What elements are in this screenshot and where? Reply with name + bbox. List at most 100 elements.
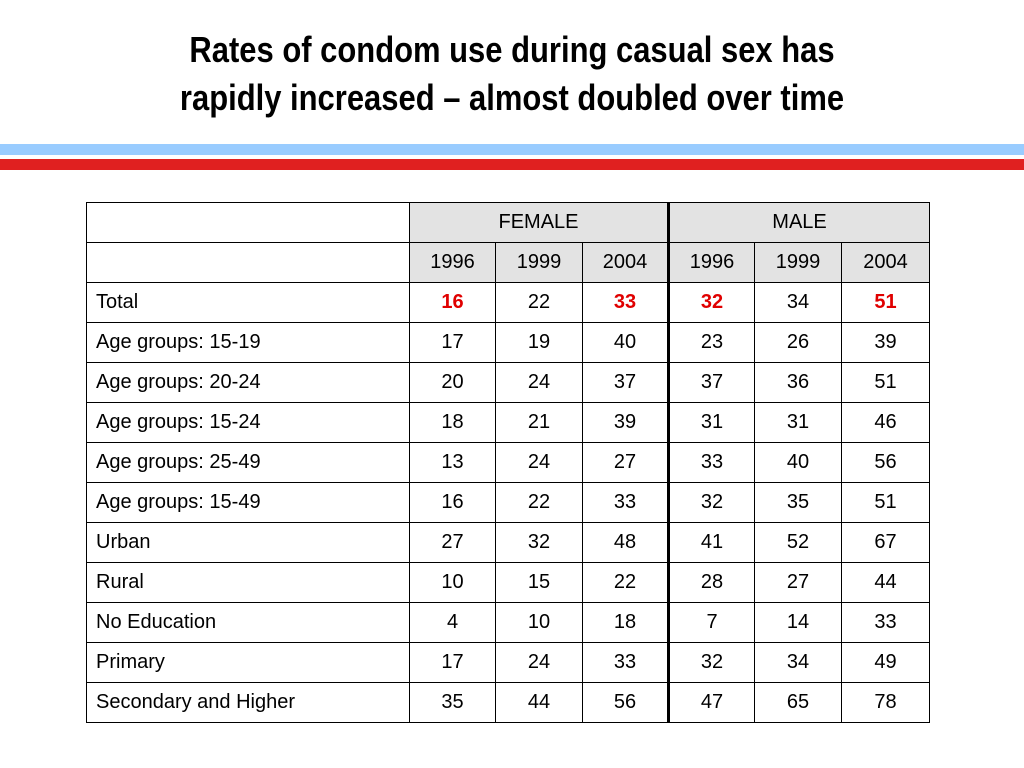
row-label: Rural xyxy=(86,562,410,603)
value-cell: 24 xyxy=(495,642,583,683)
row-label: Age groups: 25-49 xyxy=(86,442,410,483)
value-cell: 17 xyxy=(409,642,496,683)
table-row: Urban 27 32 48 41 52 67 xyxy=(86,522,931,563)
value-cell: 44 xyxy=(840,562,931,603)
value-cell: 22 xyxy=(495,282,583,323)
value-cell: 41 xyxy=(668,522,755,563)
value-cell: 37 xyxy=(582,362,670,403)
slide-title-line-2: rapidly increased – almost doubled over … xyxy=(179,77,845,118)
value-cell: 32 xyxy=(668,482,755,523)
value-cell: 21 xyxy=(495,402,583,443)
year-header-male-1996: 1996 xyxy=(668,242,755,283)
group-header-row: FEMALE MALE xyxy=(86,202,931,243)
group-header-female: FEMALE xyxy=(409,202,670,243)
year-header-row: 1996 1999 2004 1996 1999 2004 xyxy=(86,242,931,283)
value-cell: 36 xyxy=(754,362,842,403)
value-cell: 65 xyxy=(754,682,842,723)
value-cell: 16 xyxy=(409,282,496,323)
group-header-male: MALE xyxy=(667,202,931,243)
value-cell: 20 xyxy=(409,362,496,403)
value-cell: 27 xyxy=(409,522,496,563)
row-label: Age groups: 15-19 xyxy=(86,322,410,363)
value-cell: 33 xyxy=(582,642,670,683)
row-label: Age groups: 15-49 xyxy=(86,482,410,523)
value-cell: 17 xyxy=(409,322,496,363)
value-cell: 7 xyxy=(668,602,755,643)
value-cell: 52 xyxy=(754,522,842,563)
value-cell: 33 xyxy=(840,602,931,643)
value-cell: 32 xyxy=(668,642,755,683)
year-header-male-2004: 2004 xyxy=(840,242,931,283)
value-cell: 33 xyxy=(668,442,755,483)
value-cell: 23 xyxy=(668,322,755,363)
value-cell: 35 xyxy=(409,682,496,723)
row-label: Total xyxy=(86,282,410,323)
value-cell: 28 xyxy=(668,562,755,603)
year-header-female-2004: 2004 xyxy=(582,242,670,283)
row-label: Age groups: 15-24 xyxy=(86,402,410,443)
row-label: Primary xyxy=(86,642,410,683)
value-cell: 13 xyxy=(409,442,496,483)
value-cell: 35 xyxy=(754,482,842,523)
value-cell: 48 xyxy=(582,522,670,563)
value-cell: 26 xyxy=(754,322,842,363)
value-cell: 24 xyxy=(495,442,583,483)
row-label: No Education xyxy=(86,602,410,643)
row-label: Age groups: 20-24 xyxy=(86,362,410,403)
red-divider-rule xyxy=(0,159,1024,170)
value-cell: 49 xyxy=(840,642,931,683)
value-cell: 32 xyxy=(668,282,755,323)
value-cell: 37 xyxy=(668,362,755,403)
value-cell: 46 xyxy=(840,402,931,443)
value-cell: 31 xyxy=(754,402,842,443)
value-cell: 51 xyxy=(840,362,931,403)
value-cell: 4 xyxy=(409,602,496,643)
value-cell: 22 xyxy=(582,562,670,603)
value-cell: 27 xyxy=(754,562,842,603)
table-body: FEMALE MALE 1996 1999 2004 1996 1999 2004 Total 1… xyxy=(86,202,931,723)
table-row: No Education 4 10 18 7 14 33 xyxy=(86,602,931,643)
table-row: Age groups: 15-19 17 19 40 23 26 39 xyxy=(86,322,931,363)
value-cell: 33 xyxy=(582,282,670,323)
value-cell: 34 xyxy=(754,282,842,323)
value-cell: 56 xyxy=(582,682,670,723)
value-cell: 10 xyxy=(409,562,496,603)
value-cell: 44 xyxy=(495,682,583,723)
value-cell: 15 xyxy=(495,562,583,603)
corner-cell xyxy=(86,242,410,283)
blue-divider-rule xyxy=(0,144,1024,155)
value-cell: 24 xyxy=(495,362,583,403)
value-cell: 56 xyxy=(840,442,931,483)
table-row: Primary 17 24 33 32 34 49 xyxy=(86,642,931,683)
value-cell: 32 xyxy=(495,522,583,563)
value-cell: 51 xyxy=(840,482,931,523)
value-cell: 67 xyxy=(840,522,931,563)
value-cell: 47 xyxy=(668,682,755,723)
table-row: Total 16 22 33 32 34 51 xyxy=(86,282,931,323)
table-row: Age groups: 25-49 13 24 27 33 40 56 xyxy=(86,442,931,483)
table-row: Age groups: 20-24 20 24 37 37 36 51 xyxy=(86,362,931,403)
value-cell: 40 xyxy=(582,322,670,363)
value-cell: 51 xyxy=(840,282,931,323)
value-cell: 14 xyxy=(754,602,842,643)
row-label: Secondary and Higher xyxy=(86,682,410,723)
value-cell: 18 xyxy=(582,602,670,643)
year-header-male-1999: 1999 xyxy=(754,242,842,283)
value-cell: 39 xyxy=(582,402,670,443)
value-cell: 10 xyxy=(495,602,583,643)
value-cell: 16 xyxy=(409,482,496,523)
value-cell: 27 xyxy=(582,442,670,483)
value-cell: 31 xyxy=(668,402,755,443)
table-row: Secondary and Higher 35 44 56 47 65 78 xyxy=(86,682,931,723)
condom-use-table: FEMALE MALE 1996 1999 2004 1996 1999 2004 Total 1… xyxy=(86,202,931,723)
slide-title: Rates of condom use during casual sex ha… xyxy=(72,26,953,122)
slide-title-line-1: Rates of condom use during casual sex ha… xyxy=(189,29,835,70)
year-header-female-1999: 1999 xyxy=(495,242,583,283)
table-row: Rural 10 15 22 28 27 44 xyxy=(86,562,931,603)
row-label: Urban xyxy=(86,522,410,563)
value-cell: 22 xyxy=(495,482,583,523)
value-cell: 34 xyxy=(754,642,842,683)
value-cell: 18 xyxy=(409,402,496,443)
table-row: Age groups: 15-49 16 22 33 32 35 51 xyxy=(86,482,931,523)
value-cell: 78 xyxy=(840,682,931,723)
